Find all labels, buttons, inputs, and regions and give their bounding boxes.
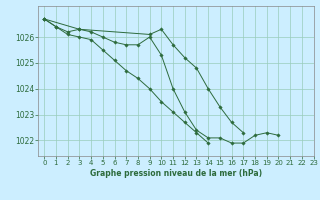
X-axis label: Graphe pression niveau de la mer (hPa): Graphe pression niveau de la mer (hPa) — [90, 169, 262, 178]
